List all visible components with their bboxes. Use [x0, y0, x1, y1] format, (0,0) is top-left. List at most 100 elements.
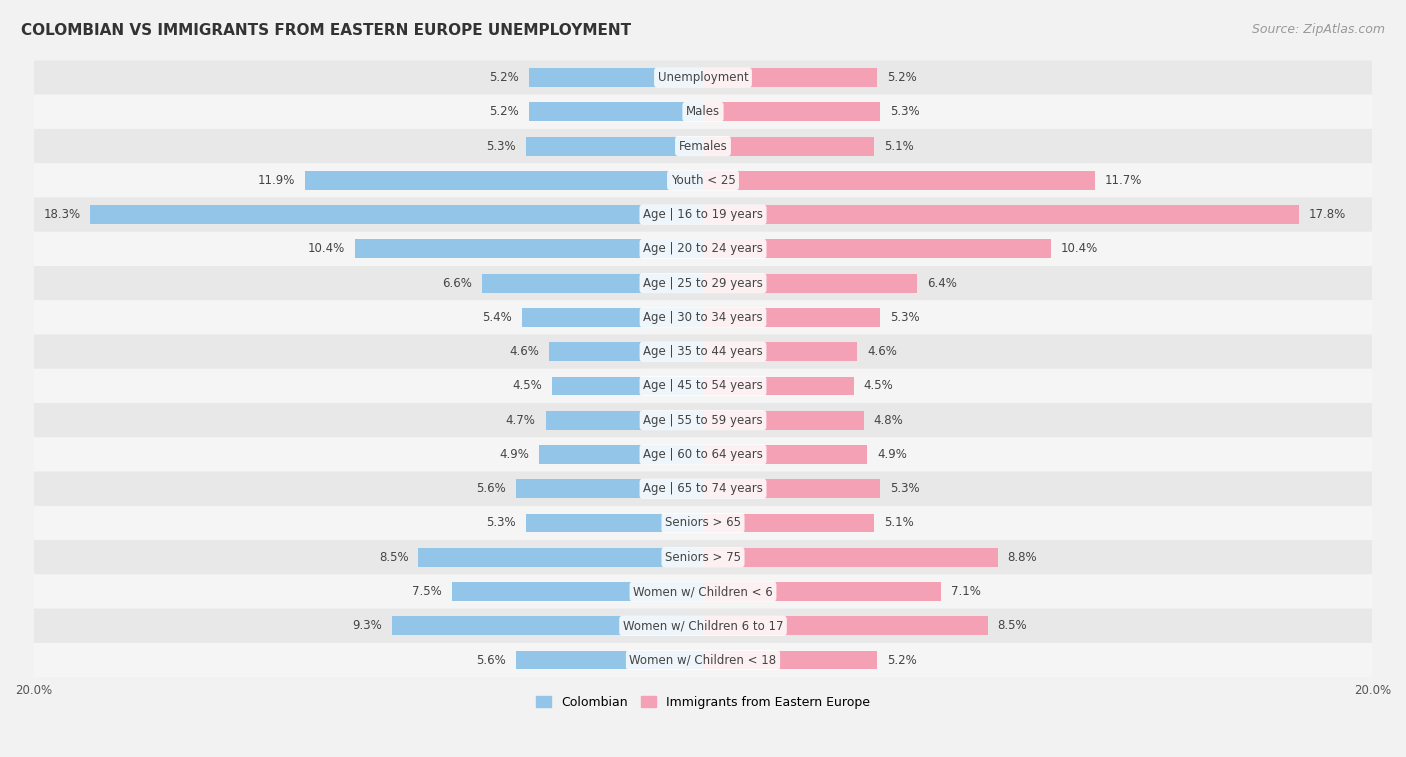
Text: Females: Females	[679, 139, 727, 153]
Text: 4.7%: 4.7%	[506, 413, 536, 427]
Text: 11.9%: 11.9%	[257, 174, 295, 187]
Bar	[548, 342, 703, 361]
Bar	[546, 411, 703, 430]
FancyBboxPatch shape	[34, 232, 1372, 266]
Bar	[703, 102, 880, 121]
Bar	[90, 205, 703, 224]
Bar	[451, 582, 703, 601]
Text: 10.4%: 10.4%	[1062, 242, 1098, 255]
FancyBboxPatch shape	[34, 472, 1372, 506]
Text: Youth < 25: Youth < 25	[671, 174, 735, 187]
Text: Age | 25 to 29 years: Age | 25 to 29 years	[643, 276, 763, 290]
Bar	[703, 171, 1095, 190]
FancyBboxPatch shape	[34, 95, 1372, 129]
Legend: Colombian, Immigrants from Eastern Europe: Colombian, Immigrants from Eastern Europ…	[531, 691, 875, 714]
Text: 5.4%: 5.4%	[482, 311, 512, 324]
Bar	[482, 274, 703, 292]
Bar	[703, 582, 941, 601]
Bar	[553, 376, 703, 395]
Bar	[516, 479, 703, 498]
Bar	[703, 650, 877, 669]
Text: 5.1%: 5.1%	[884, 516, 914, 529]
FancyBboxPatch shape	[34, 129, 1372, 164]
Bar	[419, 548, 703, 567]
Text: 5.6%: 5.6%	[475, 653, 506, 666]
Bar	[703, 342, 858, 361]
Bar	[703, 205, 1299, 224]
Text: 5.3%: 5.3%	[890, 311, 920, 324]
Text: 5.2%: 5.2%	[887, 71, 917, 84]
FancyBboxPatch shape	[34, 438, 1372, 472]
Text: 5.6%: 5.6%	[475, 482, 506, 495]
Bar	[526, 513, 703, 532]
FancyBboxPatch shape	[34, 540, 1372, 575]
FancyBboxPatch shape	[34, 506, 1372, 540]
Text: Age | 35 to 44 years: Age | 35 to 44 years	[643, 345, 763, 358]
Text: 5.3%: 5.3%	[486, 516, 516, 529]
Text: 5.2%: 5.2%	[489, 71, 519, 84]
Text: 18.3%: 18.3%	[44, 208, 80, 221]
Text: COLOMBIAN VS IMMIGRANTS FROM EASTERN EUROPE UNEMPLOYMENT: COLOMBIAN VS IMMIGRANTS FROM EASTERN EUR…	[21, 23, 631, 38]
Bar	[703, 137, 873, 155]
Text: Age | 30 to 34 years: Age | 30 to 34 years	[643, 311, 763, 324]
FancyBboxPatch shape	[34, 335, 1372, 369]
Text: Women w/ Children < 6: Women w/ Children < 6	[633, 585, 773, 598]
Bar	[354, 239, 703, 258]
Text: Age | 65 to 74 years: Age | 65 to 74 years	[643, 482, 763, 495]
Text: 11.7%: 11.7%	[1105, 174, 1142, 187]
Bar	[522, 308, 703, 327]
Bar	[516, 650, 703, 669]
Text: 4.9%: 4.9%	[499, 448, 529, 461]
Text: 5.3%: 5.3%	[890, 105, 920, 118]
Bar	[703, 68, 877, 87]
FancyBboxPatch shape	[34, 164, 1372, 198]
Text: 4.6%: 4.6%	[868, 345, 897, 358]
Bar	[392, 616, 703, 635]
Text: 5.2%: 5.2%	[887, 653, 917, 666]
Bar	[703, 513, 873, 532]
Bar	[526, 137, 703, 155]
Bar	[703, 411, 863, 430]
Text: Age | 16 to 19 years: Age | 16 to 19 years	[643, 208, 763, 221]
Text: 5.1%: 5.1%	[884, 139, 914, 153]
Bar	[703, 479, 880, 498]
FancyBboxPatch shape	[34, 643, 1372, 678]
Text: 8.8%: 8.8%	[1008, 551, 1038, 564]
Bar	[703, 445, 868, 464]
Bar	[529, 68, 703, 87]
Text: Women w/ Children < 18: Women w/ Children < 18	[630, 653, 776, 666]
Bar	[703, 274, 917, 292]
Text: 4.5%: 4.5%	[513, 379, 543, 392]
Bar	[703, 239, 1052, 258]
Text: 9.3%: 9.3%	[352, 619, 381, 632]
Text: 8.5%: 8.5%	[378, 551, 409, 564]
Text: 8.5%: 8.5%	[997, 619, 1028, 632]
FancyBboxPatch shape	[34, 575, 1372, 609]
FancyBboxPatch shape	[34, 403, 1372, 438]
FancyBboxPatch shape	[34, 61, 1372, 95]
Text: 7.1%: 7.1%	[950, 585, 980, 598]
Text: Age | 20 to 24 years: Age | 20 to 24 years	[643, 242, 763, 255]
Bar	[305, 171, 703, 190]
Text: 6.4%: 6.4%	[928, 276, 957, 290]
Text: Age | 55 to 59 years: Age | 55 to 59 years	[643, 413, 763, 427]
Text: Seniors > 65: Seniors > 65	[665, 516, 741, 529]
Bar	[529, 102, 703, 121]
FancyBboxPatch shape	[34, 266, 1372, 301]
Bar	[538, 445, 703, 464]
Text: Seniors > 75: Seniors > 75	[665, 551, 741, 564]
Text: 5.3%: 5.3%	[486, 139, 516, 153]
Text: 4.8%: 4.8%	[873, 413, 904, 427]
FancyBboxPatch shape	[34, 301, 1372, 335]
Text: 5.3%: 5.3%	[890, 482, 920, 495]
Bar	[703, 616, 987, 635]
Text: Males: Males	[686, 105, 720, 118]
Text: 6.6%: 6.6%	[441, 276, 472, 290]
Text: 4.6%: 4.6%	[509, 345, 538, 358]
Bar	[703, 376, 853, 395]
Text: 17.8%: 17.8%	[1309, 208, 1346, 221]
Text: 7.5%: 7.5%	[412, 585, 441, 598]
Text: Age | 45 to 54 years: Age | 45 to 54 years	[643, 379, 763, 392]
Text: Unemployment: Unemployment	[658, 71, 748, 84]
Bar	[703, 308, 880, 327]
